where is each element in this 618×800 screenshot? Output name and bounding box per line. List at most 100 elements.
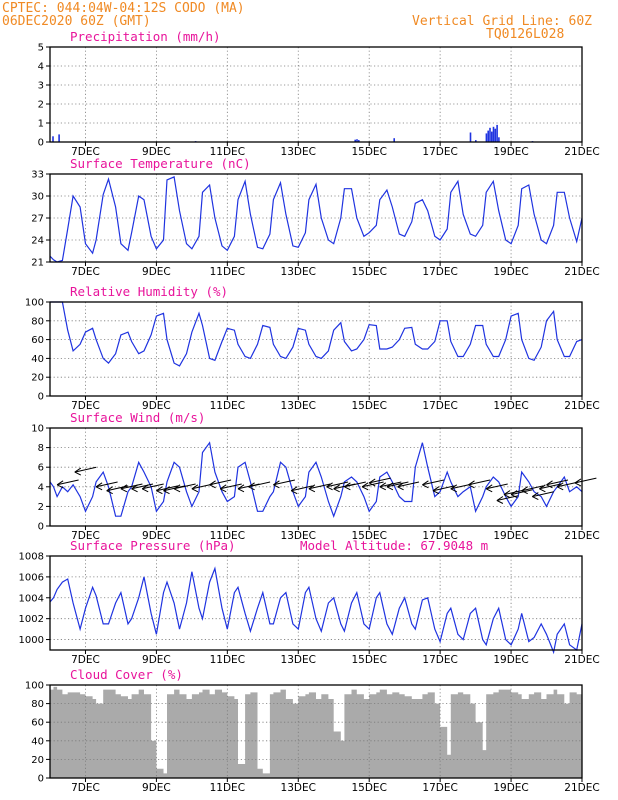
x-tick-label: 9DEC [142,530,171,542]
y-tick-label: 4 [38,482,44,493]
precip-bar [491,131,493,142]
cloud-cover-area [50,686,582,778]
wind-arrow [432,485,455,495]
wind-series-line [49,441,583,518]
header-model-id: TQ0126L028 [486,27,565,42]
precip-bar [393,138,395,142]
y-tick-label: 30 [31,192,44,203]
y-tick-label: 1 [38,119,44,130]
rh-frame [49,301,583,397]
precip-bar [498,137,500,143]
pressure-panel: 1000 1002 1004 1006 1008 7DEC 9DEC 11DEC 13DEC 15… [19,538,600,666]
x-tick-label: 9DEC [142,782,171,794]
cloud-panel: 0 20 40 60 80 100 7DEC 9DEC 11DEC 13DEC 15DEC 17DEC… [25,667,600,794]
header-datetime: 06DEC2020 60Z (GMT) [2,14,151,29]
y-tick-label: 0 [38,138,44,149]
x-tick-label: 9DEC [142,146,171,158]
x-tick-label: 19DEC [493,266,528,278]
x-tick-label: 19DEC [493,400,528,412]
wind-frame [49,427,583,527]
wind-arrow [468,479,491,489]
wind-arrow [386,481,409,491]
wind-arrow [95,481,118,491]
y-tick-label: 100 [25,681,44,692]
x-tick-label: 13DEC [281,400,316,412]
wind-arrow [308,483,331,493]
y-tick-label: 1006 [19,572,44,583]
wind-arrow [521,485,544,495]
x-tick-label: 17DEC [422,146,457,158]
precip-bar [475,140,477,142]
precip-bar [494,128,497,142]
x-tick-label: 17DEC [422,266,457,278]
x-tick-label: 21DEC [564,400,599,412]
wind-arrow [248,481,271,491]
x-tick-label: 13DEC [281,266,316,278]
precip-bar [496,124,498,142]
y-tick-label: 1002 [19,614,44,625]
y-tick-label: 27 [31,214,44,225]
y-tick-label: 40 [31,354,44,365]
wind-arrow [74,466,97,476]
y-tick-label: 1008 [19,552,44,563]
precip-bar [52,136,54,142]
precip-bar [354,139,356,142]
x-tick-label: 7DEC [71,266,100,278]
x-tick-label: 15DEC [351,654,386,666]
x-tick-label: 13DEC [281,146,316,158]
y-tick-label: 0 [38,392,44,403]
y-tick-label: 21 [31,258,44,269]
wind-arrow [273,479,296,489]
x-tick-label: 21DEC [564,146,599,158]
cloud-frame [49,684,583,779]
wind-arrow [546,479,569,489]
precip-frame [49,46,583,143]
wind-title: Surface Wind (m/s) [70,410,205,425]
y-tick-label: 3 [38,81,44,92]
wind-arrow [120,483,143,493]
precip-bar [356,139,358,142]
x-tick-label: 19DEC [493,530,528,542]
rh-series-line [50,301,583,367]
y-tick-label: 20 [31,373,44,384]
x-tick-label: 19DEC [493,146,528,158]
wind-arrow [344,481,366,491]
wind-arrow [422,479,445,489]
wind-arrow [510,489,533,499]
rh-panel: 0 20 40 60 80 100 7DEC 9DEC 11DEC 13DEC 15DEC 17DEC… [25,284,600,412]
x-tick-label: 19DEC [493,654,528,666]
x-tick-label: 15DEC [351,266,386,278]
x-tick-label: 17DEC [422,782,457,794]
header-station: CPTEC: 044:04W-04:12S CODO (MA) [2,1,245,16]
pressure-frame [49,555,583,651]
x-tick-label: 21DEC [564,266,599,278]
y-tick-label: 6 [38,463,44,474]
wind-arrow [574,477,597,487]
precip-panel: 0 1 2 3 4 5 7DEC 9DEC 11DEC 13DEC 15DEC 17DEC 19DEC 2… [38,29,600,158]
x-tick-label: 7DEC [71,530,100,542]
x-tick-label: 7DEC [71,654,100,666]
x-tick-label: 19DEC [493,782,528,794]
wind-plot-area [50,428,582,526]
y-tick-label: 33 [31,170,44,181]
wind-arrow [131,483,154,493]
precip-bar [487,130,489,142]
x-tick-label: 17DEC [422,530,457,542]
y-tick-label: 100 [25,298,44,309]
x-tick-label: 15DEC [351,782,386,794]
y-tick-label: 5 [38,43,44,54]
wind-arrow [368,477,391,487]
y-tick-label: 24 [31,236,44,247]
x-tick-label: 21DEC [564,782,599,794]
temp-panel: 21 24 27 30 33 7DEC 9DEC 11DEC 13DEC 15DEC 17DEC 19… [31,156,599,278]
wind-arrow [532,491,554,501]
wind-arrow [485,483,508,493]
x-tick-label: 7DEC [71,400,100,412]
y-tick-label: 0 [38,522,44,533]
temp-title: Surface Temperature (nC) [70,156,251,171]
y-tick-label: 2 [38,100,44,111]
x-tick-label: 13DEC [281,654,316,666]
y-tick-label: 10 [31,424,44,435]
temp-series-line [49,176,583,263]
